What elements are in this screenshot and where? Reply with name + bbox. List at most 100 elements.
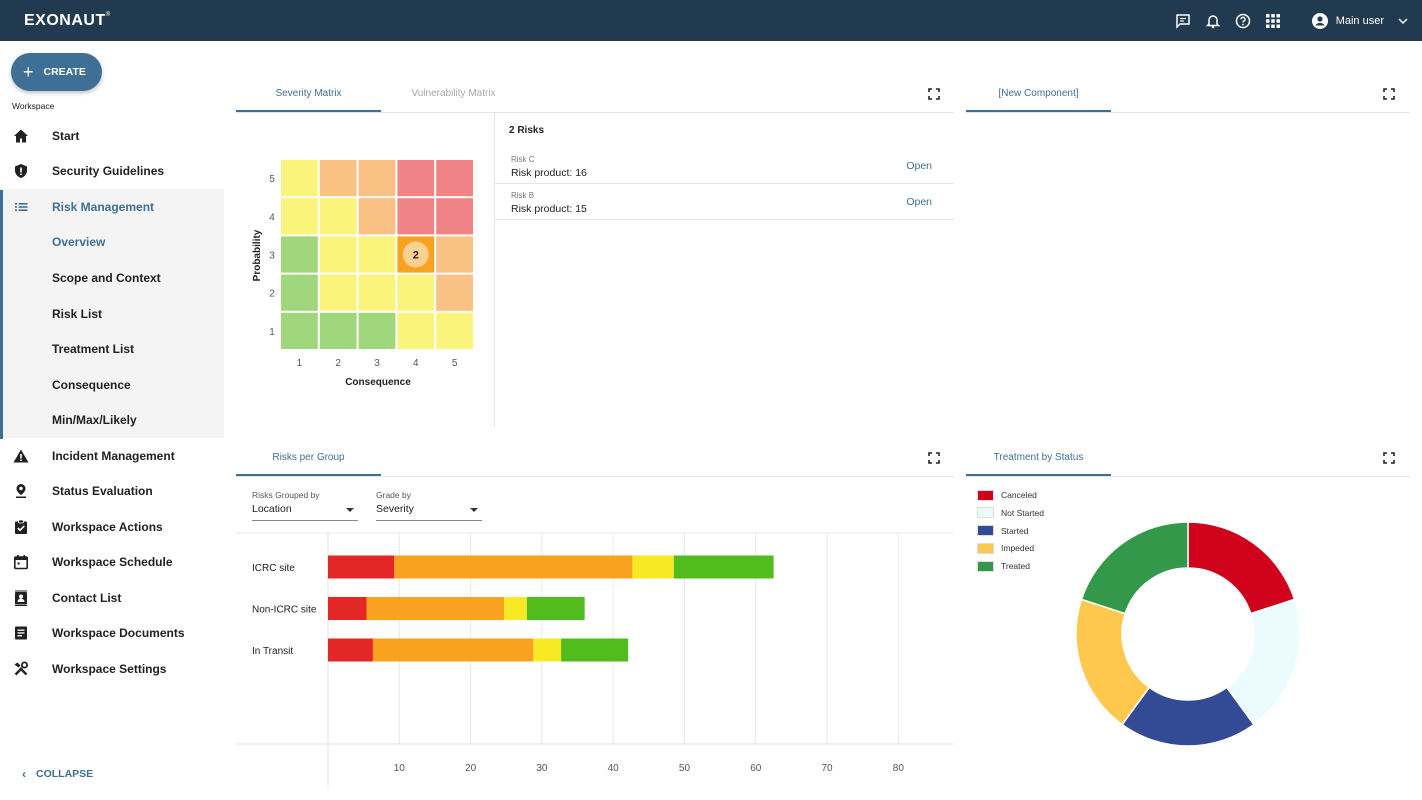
sidebar-item-treatment-list[interactable]: Treatment List	[0, 331, 224, 367]
tab-divider	[966, 476, 1410, 477]
sidebar-item-contact-list[interactable]: Contact List	[0, 580, 224, 616]
matrix-cell[interactable]	[436, 312, 473, 349]
matrix-cell[interactable]	[436, 160, 473, 197]
sidebar-item-risk-list[interactable]: Risk List	[0, 295, 224, 332]
tab-new-component[interactable]: [New Component]	[998, 88, 1079, 99]
tab-risks-per-group[interactable]: Risks per Group	[272, 452, 345, 463]
tab-divider	[966, 112, 1410, 113]
sidebar-item-label: Workspace Schedule	[52, 555, 173, 570]
matrix-cell[interactable]	[319, 274, 357, 311]
legend-item-canceled[interactable]: Canceled	[977, 489, 1037, 501]
matrix-cell[interactable]	[319, 312, 357, 349]
app-logo[interactable]: EXONAUT®	[24, 12, 111, 29]
chat-icon[interactable]	[1168, 0, 1198, 41]
matrix-cell[interactable]	[358, 312, 396, 349]
bar-segment[interactable]	[561, 638, 629, 662]
sidebar-item-workspace-schedule[interactable]: Workspace Schedule	[0, 545, 224, 581]
matrix-cell[interactable]	[358, 160, 396, 197]
sidebar-item-label: Workspace Actions	[52, 519, 163, 534]
sidebar-item-min-max-likely[interactable]: Min/Max/Likely	[0, 402, 224, 438]
tab-treatment-by-status[interactable]: Treatment by Status	[993, 452, 1084, 463]
calendar-icon	[12, 553, 30, 571]
matrix-cell[interactable]	[358, 236, 396, 273]
treatment-status-donut	[1075, 521, 1301, 747]
grade-by-label: Grade by	[376, 490, 411, 500]
user-menu[interactable]: Main user	[1311, 12, 1408, 29]
help-icon[interactable]	[1228, 0, 1258, 41]
sidebar-item-status-evaluation[interactable]: Status Evaluation	[0, 474, 224, 510]
matrix-cell[interactable]	[281, 198, 318, 235]
matrix-cell[interactable]	[358, 274, 396, 311]
legend-swatch	[977, 507, 994, 519]
tab-divider	[236, 112, 954, 113]
legend-item-not-started[interactable]: Not Started	[977, 507, 1044, 519]
sidebar-item-label: Scope and Context	[52, 270, 161, 285]
risk-count-marker[interactable]	[402, 241, 429, 268]
x-axis-label: Consequence	[345, 377, 411, 388]
matrix-cell[interactable]	[319, 236, 357, 273]
sidebar-item-overview[interactable]: Overview	[0, 224, 224, 261]
matrix-cell[interactable]	[358, 198, 396, 235]
sidebar-item-workspace-documents[interactable]: Workspace Documents	[0, 616, 224, 652]
risk-count-marker-label: 2	[413, 250, 419, 262]
bar-segment[interactable]	[328, 597, 367, 620]
fullscreen-icon[interactable]	[1383, 88, 1395, 100]
matrix-divider	[494, 113, 495, 427]
risk-product: Risk product: 15	[511, 202, 587, 215]
legend-item-started[interactable]: Started	[977, 525, 1028, 537]
create-button[interactable]: + CREATE	[11, 53, 102, 91]
grade-by-select[interactable]: Severity	[376, 503, 482, 521]
tab-severity-matrix[interactable]: Severity Matrix	[275, 88, 342, 99]
fullscreen-icon[interactable]	[928, 452, 940, 464]
bell-icon[interactable]	[1198, 0, 1228, 41]
matrix-cell[interactable]	[281, 274, 318, 311]
sidebar-item-risk-management[interactable]: Risk Management	[0, 189, 224, 225]
tab-vulnerability-matrix[interactable]: Vulnerability Matrix	[411, 88, 496, 99]
bar-segment[interactable]	[372, 638, 534, 662]
bar-segment[interactable]	[394, 555, 633, 579]
matrix-cell[interactable]	[397, 160, 435, 197]
sidebar-item-scope-and-context[interactable]: Scope and Context	[0, 260, 224, 296]
tab-underline	[966, 474, 1111, 476]
matrix-cell[interactable]	[436, 236, 473, 273]
sidebar-item-workspace-actions[interactable]: Workspace Actions	[0, 509, 224, 545]
bar-segment[interactable]	[632, 555, 674, 579]
apps-grid-icon[interactable]	[1258, 0, 1288, 41]
matrix-cell[interactable]	[319, 198, 357, 235]
donut-slice-canceled[interactable]	[1187, 521, 1296, 615]
sidebar-item-workspace-settings[interactable]: Workspace Settings	[0, 651, 224, 687]
open-risk-link[interactable]: Open	[906, 195, 932, 208]
matrix-cell[interactable]	[319, 160, 357, 197]
bar-segment[interactable]	[533, 638, 562, 662]
matrix-cell[interactable]	[281, 160, 318, 197]
matrix-cell[interactable]	[281, 312, 318, 349]
risks-per-group-chart: 10 20 30 40 50 60 70 80 ICRC site Non-ICRC site In…	[236, 532, 954, 788]
fullscreen-icon[interactable]	[1383, 452, 1395, 464]
sidebar-item-start[interactable]: Start	[0, 118, 224, 154]
matrix-cell[interactable]	[397, 198, 435, 235]
grouped-by-select[interactable]: Location	[252, 503, 358, 521]
collapse-button[interactable]: ‹ COLLAPSE	[22, 767, 94, 781]
legend-item-treated[interactable]: Treated	[977, 560, 1030, 572]
matrix-cell[interactable]	[436, 198, 473, 235]
bar-segment[interactable]	[526, 597, 585, 620]
sidebar-item-consequence[interactable]: Consequence	[0, 366, 224, 403]
fullscreen-icon[interactable]	[928, 88, 940, 100]
list-icon	[12, 198, 30, 216]
matrix-cell[interactable]	[397, 312, 435, 349]
matrix-cell[interactable]	[397, 274, 435, 311]
bar-segment[interactable]	[673, 555, 774, 579]
bar-segment[interactable]	[366, 597, 505, 620]
legend-item-impeded[interactable]: Impeded	[977, 542, 1034, 554]
matrix-cell[interactable]	[281, 236, 318, 273]
matrix-cell[interactable]	[436, 274, 473, 311]
sidebar-item-incident-management[interactable]: Incident Management	[0, 438, 224, 474]
x-tick-label: 5	[452, 358, 458, 369]
open-risk-link[interactable]: Open	[906, 160, 932, 172]
donut-slice-treated[interactable]	[1080, 521, 1189, 615]
bar-segment[interactable]	[328, 638, 373, 662]
bar-segment[interactable]	[504, 597, 527, 620]
bar-segment[interactable]	[328, 555, 395, 579]
sidebar-item-label: Security Guidelines	[52, 164, 165, 179]
sidebar-item-security-guidelines[interactable]: Security Guidelines	[0, 154, 224, 190]
